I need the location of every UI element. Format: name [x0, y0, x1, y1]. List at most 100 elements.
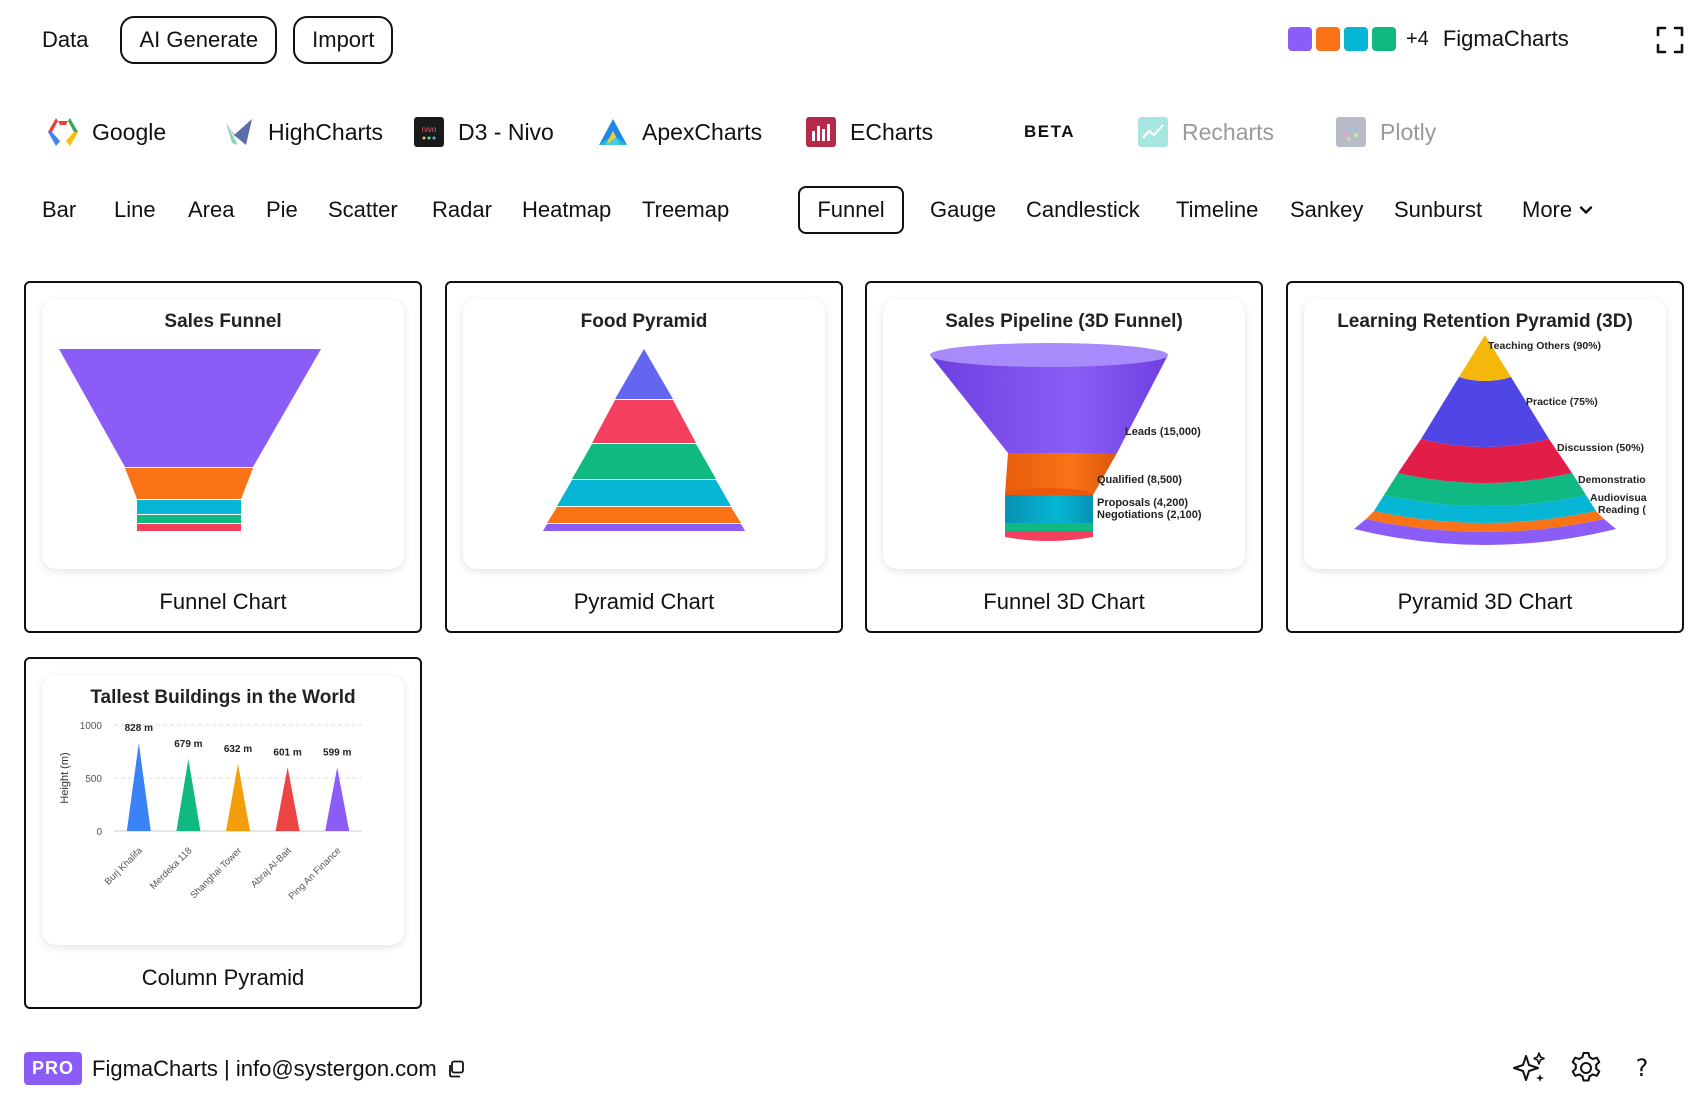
data-button[interactable]: Data [42, 27, 89, 52]
x-tick-label: Ping An Finance [287, 845, 344, 902]
stage-label: Teaching Others (90%) [1488, 340, 1601, 352]
stage-label: Reading ( [1598, 504, 1646, 516]
pyramid-layer [557, 480, 731, 506]
stage-label: Practice (75%) [1526, 396, 1598, 408]
pyramid-layer [543, 524, 745, 531]
pyramid-layer [572, 444, 716, 479]
tab-pie[interactable]: Pie [266, 197, 298, 222]
footer-info: FigmaCharts | info@systergon.com [92, 1055, 437, 1081]
library-d3-nivo[interactable]: nivo D3 - Nivo [412, 112, 554, 152]
more-dropdown[interactable]: More [1506, 186, 1610, 234]
funnel-3d-stage [1005, 453, 1117, 495]
tab-funnel[interactable]: Funnel [798, 186, 904, 234]
y-tick-label: 500 [85, 774, 102, 785]
chart-preview: Sales Pipeline (3D Funnel) Leads (15,00 [883, 299, 1245, 569]
library-plotly[interactable]: Plotly [1334, 112, 1436, 152]
footer-actions: ? [1510, 1048, 1678, 1088]
pro-badge: PRO [24, 1052, 83, 1085]
chart-card-column-pyramid[interactable]: Tallest Buildings in the World 0 500 1000 H… [24, 657, 422, 1009]
chart-preview: Tallest Buildings in the World 0 500 1000 H… [42, 675, 404, 945]
tab-sunburst[interactable]: Sunburst [1394, 197, 1483, 222]
help-icon[interactable]: ? [1635, 1054, 1649, 1082]
y-axis-label: Height (m) [59, 752, 71, 803]
palette-swatch [1344, 27, 1368, 51]
nivo-icon-text: nivo [422, 125, 437, 134]
stage-label: Audiovisua [1590, 492, 1647, 504]
library-label: Google [92, 118, 167, 145]
tab-bar[interactable]: Bar [42, 197, 77, 222]
tab-timeline[interactable]: Timeline [1176, 197, 1259, 222]
preview-title: Sales Pipeline (3D Funnel) [945, 311, 1183, 332]
pyramid-3d-layer [1421, 377, 1549, 447]
card-label: Pyramid 3D Chart [1397, 589, 1573, 614]
ai-generate-button[interactable]: AI Generate [120, 16, 278, 64]
column-pyramid-bar [226, 764, 250, 831]
copy-icon[interactable] [447, 1060, 465, 1078]
gear-icon[interactable] [1566, 1048, 1606, 1088]
fullscreen-icon[interactable] [1656, 26, 1684, 54]
chevron-down-icon [1579, 206, 1593, 214]
palette-more-count: +4 [1406, 27, 1429, 50]
chart-card-pyramid-3d[interactable]: Learning Retention Pyramid (3D) Teaching… [1286, 281, 1684, 633]
library-label: D3 - Nivo [458, 118, 554, 145]
tab-radar[interactable]: Radar [432, 197, 492, 222]
palette-swatch [1316, 27, 1340, 51]
funnel-3d-stage [1005, 531, 1093, 541]
chart-card-funnel[interactable]: Sales Funnel Funnel Chart [24, 281, 422, 633]
recharts-icon [1136, 115, 1170, 149]
tab-candlestick[interactable]: Candlestick [1026, 197, 1140, 222]
stage-label: Proposals (4,200) [1097, 497, 1188, 509]
chart-preview: Food Pyramid [463, 299, 825, 569]
echarts-icon [804, 115, 838, 149]
preview-title: Sales Funnel [164, 311, 282, 332]
sparkle-icon[interactable] [1510, 1048, 1550, 1088]
library-apexcharts[interactable]: ApexCharts [596, 112, 762, 152]
palette-swatch [1372, 27, 1396, 51]
apexcharts-icon [596, 115, 630, 149]
chart-card-funnel-3d[interactable]: Sales Pipeline (3D Funnel) Leads (15,00 [865, 281, 1263, 633]
stage-label: Qualified (8,500) [1097, 474, 1182, 486]
tab-sankey[interactable]: Sankey [1290, 197, 1364, 222]
palette-swatch [1288, 27, 1312, 51]
data-label: 599 m [323, 748, 351, 759]
x-tick-label: Shanghai Tower [188, 845, 244, 901]
top-actions: Data AI Generate Import [26, 16, 394, 64]
pyramid-3d-layer [1374, 495, 1596, 523]
card-label: Funnel 3D Chart [983, 589, 1145, 614]
card-label: Funnel Chart [159, 589, 287, 614]
funnel-stage [137, 515, 241, 523]
palette-name: FigmaCharts [1442, 26, 1569, 51]
pyramid-layer [592, 400, 696, 443]
library-google[interactable]: Google [46, 112, 166, 152]
tab-gauge[interactable]: Gauge [930, 197, 997, 222]
funnel-stage [137, 500, 241, 514]
library-recharts[interactable]: Recharts [1136, 112, 1274, 152]
funnel-3d-stage [930, 355, 1168, 453]
pyramid-3d-layer [1459, 335, 1511, 381]
footer: PRO FigmaCharts | info@systergon.com [24, 1052, 465, 1085]
tab-area[interactable]: Area [188, 197, 235, 222]
column-pyramid-bar [176, 759, 201, 831]
column-pyramid-bar [126, 743, 151, 831]
preview-title: Tallest Buildings in the World [90, 687, 356, 708]
funnel-preview-graphic [59, 349, 321, 531]
library-echarts[interactable]: ECharts [804, 112, 933, 152]
column-pyramid-chart: 0 500 1000 Height (m) 828 m Burj Khalifa 679 m… [59, 721, 362, 902]
chart-card-pyramid[interactable]: Food Pyramid Pyramid Chart [445, 281, 843, 633]
import-button[interactable]: Import [293, 16, 394, 64]
funnel-3d-stage [1005, 495, 1093, 525]
tab-scatter[interactable]: Scatter [328, 197, 398, 222]
pyramid-3d-layer [1384, 473, 1586, 506]
top-bar: Data AI Generate Import +4 FigmaCharts [0, 0, 1700, 80]
tab-line[interactable]: Line [114, 197, 156, 222]
library-label: Plotly [1380, 118, 1437, 145]
tab-treemap[interactable]: Treemap [642, 197, 730, 222]
plotly-icon [1334, 115, 1368, 149]
x-tick-label: Merdeka 118 [148, 845, 194, 891]
card-label: Column Pyramid [141, 965, 305, 990]
library-highcharts[interactable]: HighCharts [222, 112, 383, 152]
funnel-3d-rim [930, 343, 1168, 367]
tab-heatmap[interactable]: Heatmap [522, 197, 612, 222]
palette-selector[interactable]: +4 FigmaCharts [1288, 26, 1569, 52]
stage-label: Negotiations (2,100) [1097, 509, 1202, 521]
